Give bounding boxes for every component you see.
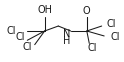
Text: O: O [83, 6, 91, 16]
Text: Cl: Cl [107, 19, 116, 29]
Text: Cl: Cl [23, 41, 32, 52]
Text: OH: OH [37, 5, 52, 15]
Text: Cl: Cl [111, 32, 120, 42]
Text: Cl: Cl [15, 32, 25, 42]
Text: N: N [63, 29, 71, 39]
Text: H: H [63, 36, 71, 46]
Text: Cl: Cl [87, 43, 96, 53]
Text: Cl: Cl [6, 26, 16, 36]
